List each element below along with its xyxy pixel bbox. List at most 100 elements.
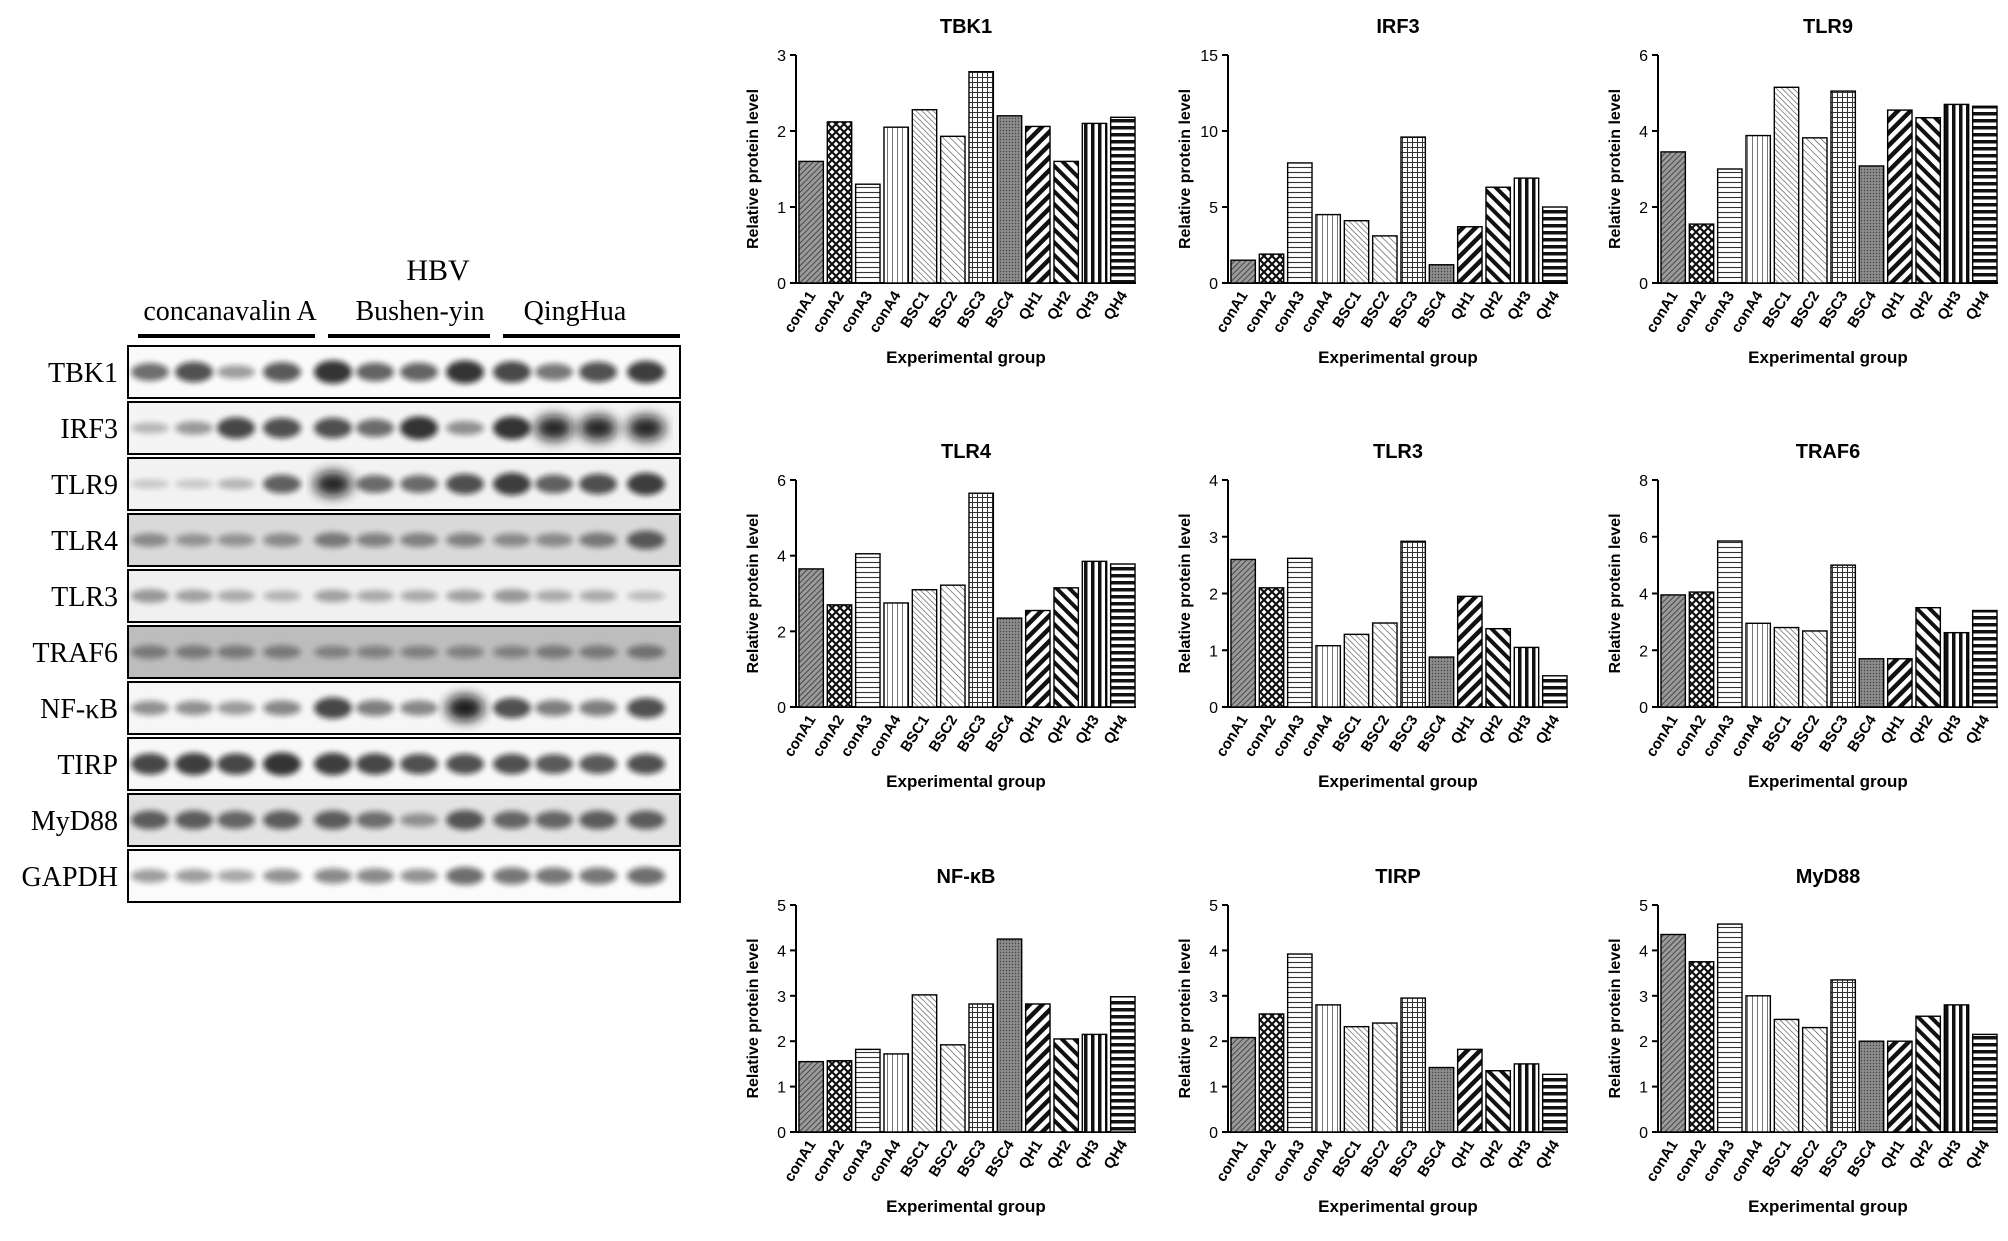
bar-cona3	[1286, 953, 1313, 1133]
blot-band	[535, 811, 573, 829]
blot-label-tlr4: TLR4	[51, 526, 118, 557]
bar-cona2	[1688, 223, 1715, 284]
x-tick-label: BSC1	[897, 712, 933, 755]
y-tick-label: 1	[1639, 1080, 1648, 1097]
blot-band	[314, 360, 352, 384]
blot-band	[217, 365, 255, 379]
bar-bsc3	[968, 1003, 995, 1133]
bar-bsc2	[1801, 630, 1828, 708]
bar-qh1	[1024, 609, 1051, 708]
blot-row-myd88: MyD88	[31, 793, 681, 847]
bar-bsc1	[1773, 1018, 1800, 1133]
blot-label-nf-b: NF-κB	[40, 694, 118, 725]
x-tick-label: QH3	[1504, 712, 1535, 747]
blot-band	[535, 867, 573, 885]
x-tick-label: BSC2	[1788, 712, 1824, 755]
blot-label-tbk1: TBK1	[48, 358, 118, 389]
bar-bsc4	[1858, 165, 1885, 284]
bar-bsc3	[1830, 90, 1857, 284]
blot-band	[493, 811, 531, 829]
x-tick-label: QH2	[1476, 288, 1507, 323]
x-tick-label: QH1	[1447, 1137, 1478, 1172]
blot-band	[314, 810, 352, 830]
bar-cona2	[1258, 1013, 1285, 1133]
bar-cona3	[1716, 540, 1743, 708]
x-tick-label: QH2	[1044, 712, 1075, 747]
blot-band	[446, 867, 484, 885]
blot-band	[314, 532, 352, 548]
x-tick-label: BSC2	[1358, 1137, 1394, 1180]
bar-qh3	[1513, 646, 1540, 708]
blot-band	[579, 867, 617, 885]
bar-cona2	[826, 1060, 853, 1133]
blot-band	[535, 474, 573, 494]
blot-row-traf6: TRAF6	[32, 625, 681, 679]
y-tick-label: 10	[1200, 124, 1218, 141]
blot-band	[356, 645, 394, 659]
y-tick-label: 4	[1639, 587, 1648, 604]
blot-band	[627, 591, 665, 601]
x-tick-label: BSC3	[1386, 288, 1422, 331]
bar-bsc3	[1830, 979, 1857, 1133]
blot-band	[217, 417, 255, 439]
bar-cona4	[883, 1053, 910, 1133]
blot-band	[263, 362, 301, 382]
x-tick-label: QH1	[1015, 712, 1046, 747]
blot-band	[131, 422, 169, 434]
bar-bsc1	[1343, 1025, 1370, 1133]
y-tick-label: 2	[777, 624, 786, 641]
y-tick-label: 15	[1200, 48, 1218, 65]
blot-band	[535, 754, 573, 774]
x-tick-label: QH1	[1877, 1137, 1908, 1172]
y-tick-label: 2	[777, 1034, 786, 1051]
blot-bands	[131, 810, 665, 830]
blot-band	[314, 697, 352, 719]
bar-qh4	[1971, 1033, 1998, 1133]
y-axis-label: Relative protein level	[745, 89, 762, 249]
x-axis-label: Experimental group	[1318, 348, 1478, 367]
bar-bsc1	[911, 994, 938, 1133]
bar-cona1	[1230, 1036, 1257, 1133]
x-tick-label: BSC1	[1329, 288, 1365, 331]
bar-cona1	[1660, 933, 1687, 1133]
x-tick-label: QH4	[1962, 288, 1993, 324]
bar-qh1	[1456, 1048, 1483, 1133]
blot-bands	[131, 644, 665, 660]
blot-band	[446, 810, 484, 830]
bar-cona4	[883, 602, 910, 708]
blot-band	[627, 810, 665, 830]
blot-bands	[131, 360, 665, 384]
bar-cona1	[798, 160, 825, 284]
x-tick-label: QH4	[1532, 288, 1563, 324]
blot-band	[175, 421, 213, 435]
x-tick-label: BSC4	[1844, 712, 1880, 755]
blot-band	[400, 813, 438, 827]
y-tick-label: 0	[1209, 276, 1218, 293]
blot-bands	[131, 471, 665, 497]
blot-band	[493, 472, 531, 496]
x-tick-label: QH4	[1100, 288, 1131, 324]
blot-band	[175, 589, 213, 603]
bar-qh4	[1541, 675, 1568, 708]
bar-qh2	[1053, 1038, 1080, 1133]
x-tick-label: BSC2	[926, 288, 962, 331]
blot-band	[356, 419, 394, 437]
blot-band	[400, 590, 438, 602]
blot-band	[535, 533, 573, 547]
y-tick-label: 2	[1639, 643, 1648, 660]
blot-band	[400, 362, 438, 382]
y-tick-label: 0	[1639, 700, 1648, 717]
x-tick-label: QH1	[1015, 288, 1046, 323]
blot-band	[263, 810, 301, 830]
y-tick-label: 5	[1209, 200, 1218, 217]
y-tick-label: 2	[1209, 1034, 1218, 1051]
y-tick-label: 5	[777, 898, 786, 915]
blot-band	[217, 645, 255, 659]
blot-band	[579, 645, 617, 659]
chart-title: MyD88	[1796, 866, 1860, 888]
bar-cona2	[826, 121, 853, 284]
x-tick-label: BSC1	[897, 1137, 933, 1180]
